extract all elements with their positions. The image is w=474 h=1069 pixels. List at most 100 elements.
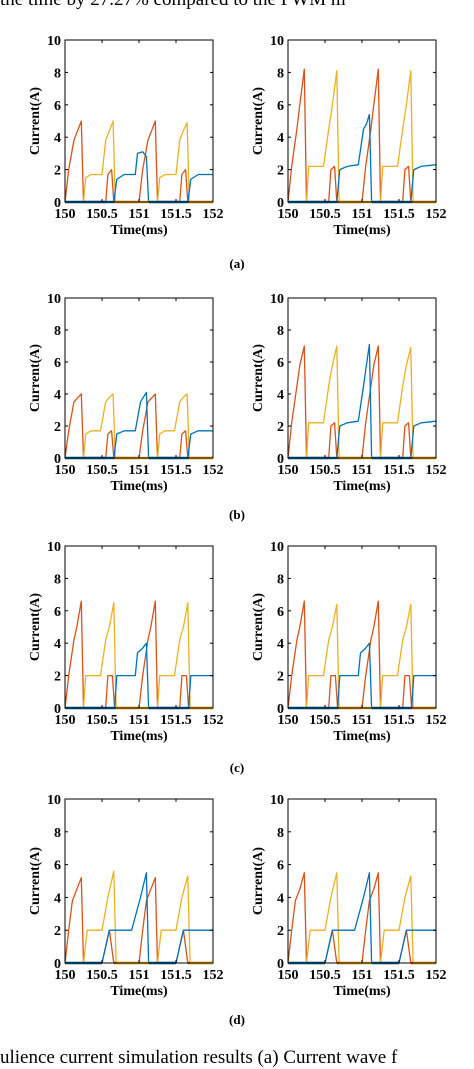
chart-a-right-xlabel: Time(ms) <box>333 223 391 238</box>
chart-b-left-ylabel: Current(A) <box>28 344 43 413</box>
chart-d-right-ytick-label: 4 <box>277 891 284 906</box>
chart-a-left-axes-box <box>64 39 214 203</box>
chart-c-right-series-3-line <box>288 642 436 709</box>
chart-c-left-xtick-label: 151.5 <box>160 713 192 728</box>
chart-b-right-ytick-label: 2 <box>277 420 284 435</box>
chart-c-left-xtick-label: 150 <box>55 713 76 728</box>
chart-a-right-ytick-label: 8 <box>277 66 284 81</box>
chart-a-left-series-1-line <box>65 120 213 203</box>
chart-a-right-xtick-label: 151.5 <box>383 207 415 222</box>
chart-b-right: 0 2 4 6 8 10 150 150.5 151 151.5 152 Time(ms) Curren… <box>251 292 447 494</box>
chart-a-right-xtick-label: 150 <box>278 207 299 222</box>
chart-d-right-xtick-label: 151.5 <box>383 968 415 983</box>
chart-b-right-axes-box <box>287 297 437 459</box>
chart-d-right-xtick-label: 151 <box>352 968 373 983</box>
chart-d-right-xtick-label: 150.5 <box>309 968 341 983</box>
chart-b-left-series-1-line <box>65 393 213 459</box>
chart-d-right-series-3-line <box>288 872 436 964</box>
chart-b-left-xtick-label: 150.5 <box>86 463 118 478</box>
chart-d-right-xlabel: Time(ms) <box>333 984 391 999</box>
chart-c-left-xlabel: Time(ms) <box>110 729 168 744</box>
chart-c-right-ytick-label: 2 <box>277 670 284 685</box>
chart-d-left-xtick-label: 152 <box>203 968 224 983</box>
chart-a-left-ytick-label: 10 <box>47 34 61 49</box>
chart-c-right-xtick-label: 151 <box>352 713 373 728</box>
chart-b-left-xtick-label: 151.5 <box>160 463 192 478</box>
chart-d-right-ytick-label: 10 <box>270 793 284 808</box>
chart-c-left-ytick-label: 10 <box>47 540 61 555</box>
chart-a-right-ytick-label: 2 <box>277 164 284 179</box>
chart-c-right-xtick-label: 150 <box>278 713 299 728</box>
chart-b-left: 0 2 4 6 8 10 150 150.5 151 151.5 152 Time(ms) Curren… <box>28 292 224 494</box>
chart-c-right-xtick-label: 152 <box>426 713 447 728</box>
chart-c-left-ytick-label: 0 <box>54 702 61 717</box>
chart-a-left-ytick-label: 2 <box>54 164 61 179</box>
chart-b-right-series-3-line <box>288 343 436 459</box>
chart-c-left-xtick-label: 151 <box>129 713 150 728</box>
chart-b-right-series-2-line <box>288 345 436 459</box>
chart-a-left: 0 2 4 6 8 10 150 150.5 151 151.5 152 Time(ms) Curren… <box>28 34 224 238</box>
chart-a-left-xtick-label: 151.5 <box>160 207 192 222</box>
chart-c-right-ytick-label: 4 <box>277 637 284 652</box>
bottom-text-fragment: ulience current simulation results (a) C… <box>0 1047 398 1068</box>
chart-a-left-ytick-label: 4 <box>54 131 61 146</box>
chart-b-left-ytick-label: 8 <box>54 324 61 339</box>
chart-b-right-xtick-label: 151.5 <box>383 463 415 478</box>
chart-b-right-xtick-label: 150 <box>278 463 299 478</box>
chart-b-left-xlabel: Time(ms) <box>110 479 168 494</box>
chart-b-right-xtick-label: 150.5 <box>309 463 341 478</box>
chart-d-right-ytick-label: 2 <box>277 924 284 939</box>
chart-a-right: 0 2 4 6 8 10 150 150.5 151 151.5 152 Time(ms) Curren… <box>251 34 447 238</box>
chart-d-left-ytick-label: 10 <box>47 793 61 808</box>
chart-a-right-xtick-label: 152 <box>426 207 447 222</box>
chart-a-left-xtick-label: 152 <box>203 207 224 222</box>
chart-b-left-series-2-line <box>65 393 213 459</box>
chart-c-right-ytick-label: 6 <box>277 605 284 620</box>
chart-a-left-xtick-label: 150 <box>55 207 76 222</box>
chart-d-right-series-1-line <box>288 872 436 964</box>
chart-d-right-ytick-label: 6 <box>277 859 284 874</box>
panel-label-a: (a) <box>229 256 244 271</box>
chart-a-right-xtick-label: 151 <box>352 207 373 222</box>
chart-d-left-series-2-line <box>65 870 213 964</box>
chart-b-left-ytick-label: 4 <box>54 388 61 403</box>
chart-a-right-axes-box <box>287 39 437 203</box>
chart-b-left-xtick-label: 151 <box>129 463 150 478</box>
chart-c-left-series-1-line <box>65 600 213 709</box>
chart-b-left-ytick-label: 6 <box>54 356 61 371</box>
chart-d-right-ytick-label: 0 <box>277 957 284 972</box>
chart-a-left-xtick-label: 150.5 <box>86 207 118 222</box>
chart-c-left-ylabel: Current(A) <box>28 593 43 662</box>
chart-d-right-series-2-line <box>288 872 436 964</box>
chart-d-left-xtick-label: 151 <box>129 968 150 983</box>
panel-label-d: (d) <box>229 1012 245 1027</box>
chart-c-left-ytick-label: 6 <box>54 605 61 620</box>
chart-b-right-ytick-label: 4 <box>277 388 284 403</box>
chart-a-left-xtick-label: 151 <box>129 207 150 222</box>
chart-c-right-series-2-line <box>288 603 436 709</box>
chart-d-left-xtick-label: 150.5 <box>86 968 118 983</box>
chart-a-right-ytick-label: 4 <box>277 131 284 146</box>
chart-d-left-xtick-label: 150 <box>55 968 76 983</box>
top-text-fragment: the time by 27.27% compared to the PWM m <box>0 0 346 11</box>
chart-d-right-ytick-label: 8 <box>277 826 284 841</box>
chart-c-right-ytick-label: 0 <box>277 702 284 717</box>
chart-d-left-axes-box <box>64 798 214 964</box>
chart-b-right-series-1-line <box>288 345 436 459</box>
chart-d-left: 0 2 4 6 8 10 150 150.5 151 151.5 152 Time(ms) Curren… <box>28 793 224 999</box>
chart-b-left-ytick-label: 0 <box>54 452 61 467</box>
chart-c-left-ytick-label: 2 <box>54 670 61 685</box>
chart-c-left-ytick-label: 4 <box>54 637 61 652</box>
chart-c-right-xtick-label: 150.5 <box>309 713 341 728</box>
chart-c-right: 0 2 4 6 8 10 150 150.5 151 151.5 152 Time(ms) Curren… <box>251 540 447 744</box>
chart-a-left-ytick-label: 0 <box>54 196 61 211</box>
chart-b-left-ytick-label: 2 <box>54 420 61 435</box>
chart-c-left-ytick-label: 8 <box>54 572 61 587</box>
chart-b-right-ylabel: Current(A) <box>251 344 266 413</box>
chart-d-right-xtick-label: 152 <box>426 968 447 983</box>
chart-a-left-series-3-line <box>65 151 213 203</box>
chart-a-right-ytick-label: 6 <box>277 99 284 114</box>
chart-a-right-xtick-label: 150.5 <box>309 207 341 222</box>
chart-d-left-series-3-line <box>65 872 213 964</box>
chart-c-left-series-2-line <box>65 602 213 709</box>
